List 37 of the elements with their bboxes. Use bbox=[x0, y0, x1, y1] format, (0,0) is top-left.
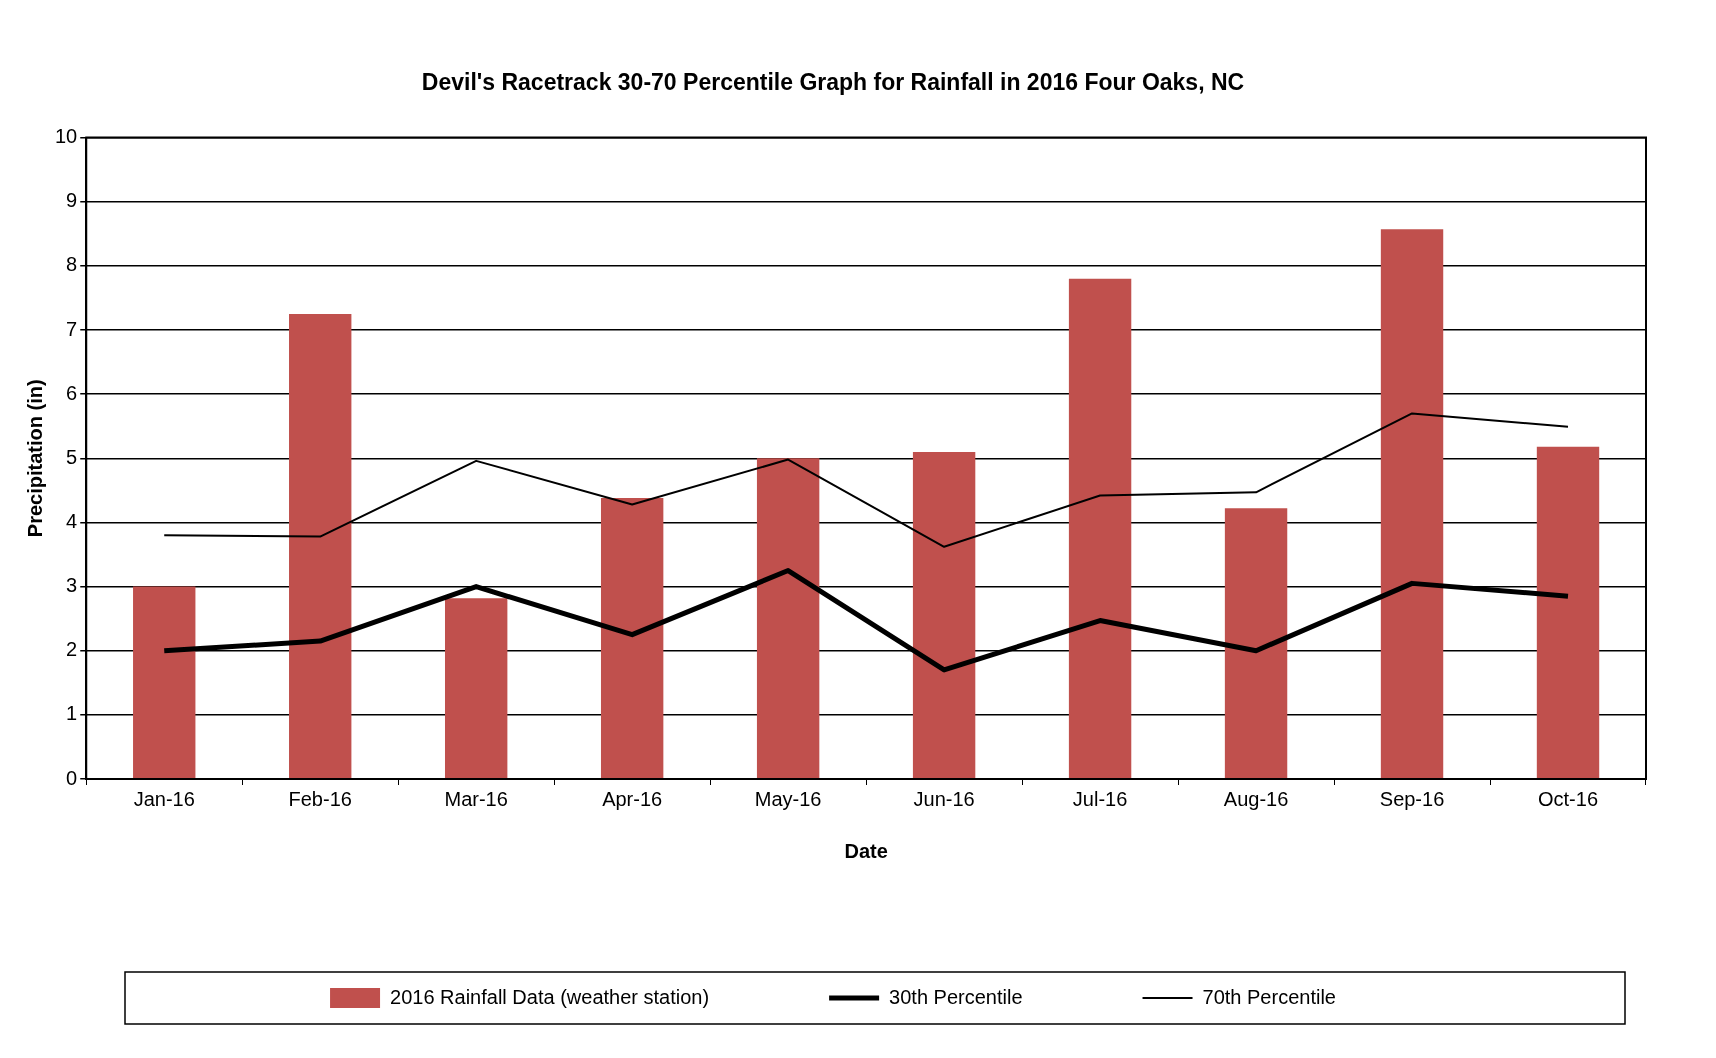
y-tick-label: 2 bbox=[66, 638, 78, 661]
x-tick-label: Jul-16 bbox=[1072, 787, 1128, 810]
x-axis-title: Date bbox=[844, 839, 888, 862]
bar bbox=[1380, 229, 1444, 779]
legend-label: 70th Percentile bbox=[1202, 985, 1336, 1008]
bar bbox=[756, 458, 820, 779]
y-tick-label: 10 bbox=[55, 125, 78, 148]
y-tick-label: 7 bbox=[66, 317, 78, 340]
y-tick-label: 0 bbox=[66, 766, 78, 789]
y-tick-label: 8 bbox=[66, 253, 78, 276]
x-tick-label: Oct-16 bbox=[1538, 787, 1599, 810]
legend-label: 30th Percentile bbox=[889, 985, 1023, 1008]
x-tick-label: May-16 bbox=[754, 787, 822, 810]
x-tick-label: Sep-16 bbox=[1379, 787, 1445, 810]
y-tick-label: 6 bbox=[66, 381, 78, 404]
y-tick-label: 3 bbox=[66, 574, 78, 597]
bar bbox=[1536, 446, 1600, 779]
chart-title: Devil's Racetrack 30-70 Percentile Graph for Rainfall in 2016 Four Oaks, NC bbox=[421, 69, 1245, 96]
bar bbox=[289, 313, 352, 779]
bar bbox=[1068, 278, 1132, 779]
y-tick-label: 1 bbox=[66, 702, 78, 725]
x-tick-label: Aug-16 bbox=[1223, 787, 1289, 810]
y-tick-label: 4 bbox=[66, 509, 78, 532]
x-tick-label: Mar-16 bbox=[444, 787, 508, 810]
x-tick-label: Apr-16 bbox=[602, 787, 663, 810]
legend-label: 2016 Rainfall Data (weather station) bbox=[390, 985, 710, 1008]
bar bbox=[444, 598, 508, 779]
y-tick-label: 9 bbox=[66, 189, 78, 212]
x-tick-label: Jan-16 bbox=[133, 787, 195, 810]
bar bbox=[133, 586, 196, 779]
x-tick-label: Jun-16 bbox=[913, 787, 975, 810]
bar bbox=[600, 498, 664, 779]
y-tick-label: 5 bbox=[66, 445, 78, 468]
bar bbox=[1224, 508, 1288, 779]
bar bbox=[912, 451, 976, 779]
y-axis-title: Precipitation (in) bbox=[23, 379, 46, 538]
x-tick-label: Feb-16 bbox=[288, 787, 352, 810]
